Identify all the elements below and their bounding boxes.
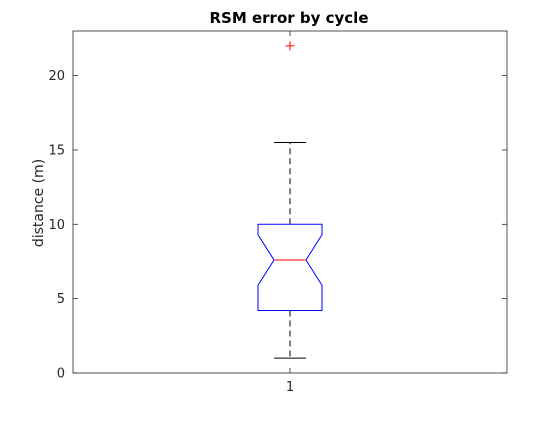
y-tick-label: 5 [57, 292, 65, 307]
box-layer [257, 41, 323, 359]
notched-box [257, 223, 323, 312]
outlier-marker [285, 41, 295, 51]
y-axis-label: distance (m) [31, 159, 47, 247]
x-tick-label: 1 [286, 380, 294, 395]
y-tick-label: 0 [57, 367, 65, 382]
chart-title: RSM error by cycle [209, 9, 368, 27]
y-tick-label: 15 [48, 143, 65, 158]
y-tick-label: 20 [48, 69, 65, 84]
axes: 0 5 10 15 20 1 [48, 30, 508, 395]
y-tick-label: 10 [48, 218, 65, 233]
